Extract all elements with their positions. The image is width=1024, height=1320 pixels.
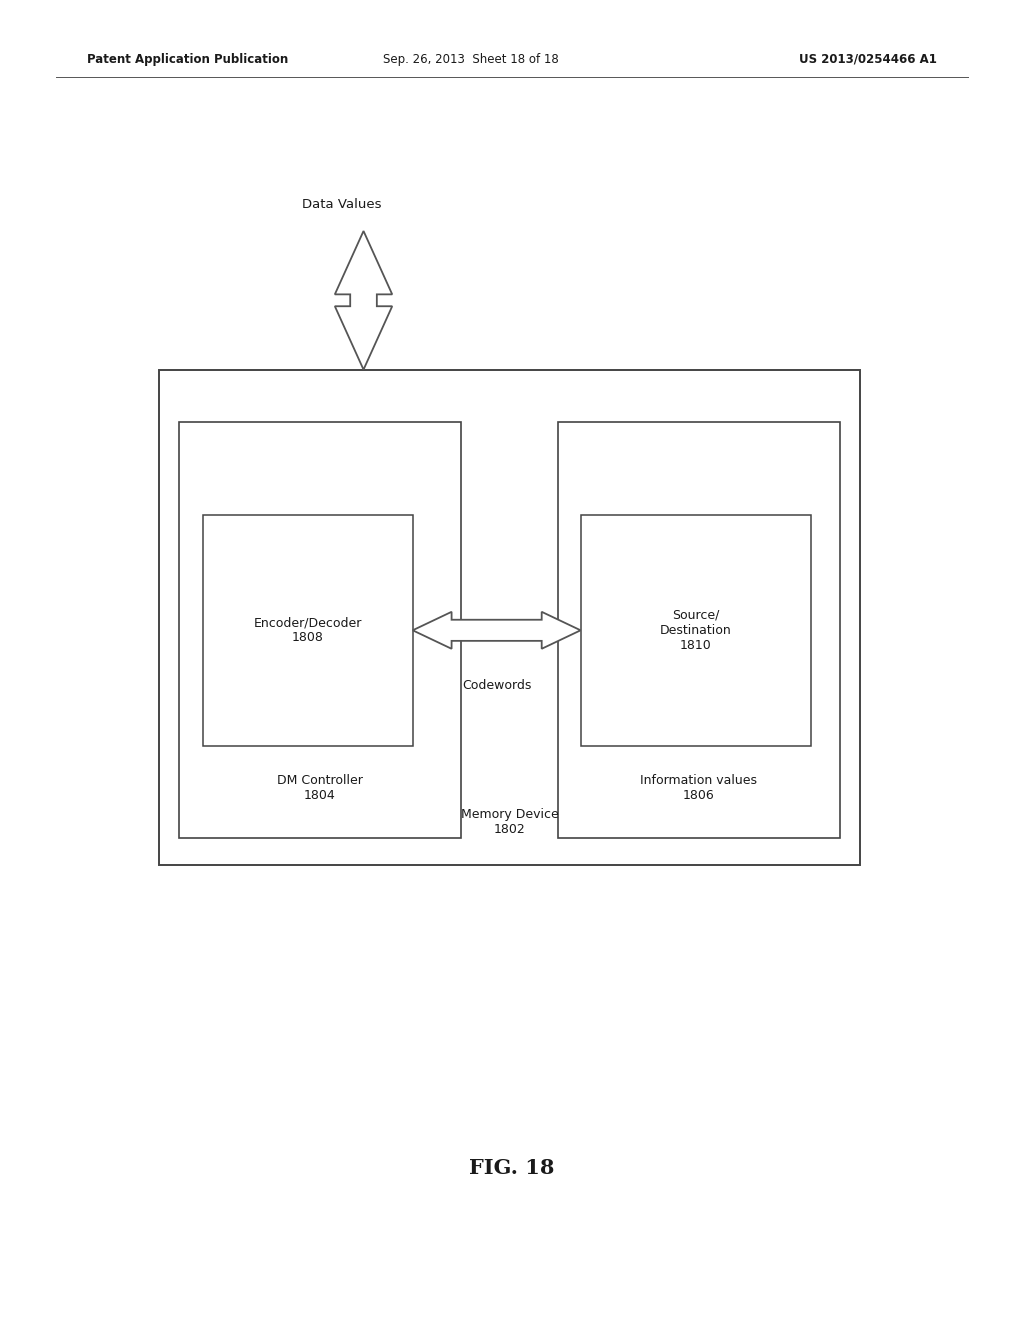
- Text: Sep. 26, 2013  Sheet 18 of 18: Sep. 26, 2013 Sheet 18 of 18: [383, 53, 559, 66]
- Text: Codewords: Codewords: [462, 680, 531, 692]
- Text: Encoder/Decoder
1808: Encoder/Decoder 1808: [254, 616, 361, 644]
- Polygon shape: [335, 231, 392, 370]
- Bar: [558, 422, 840, 838]
- Text: DM Controller
1804: DM Controller 1804: [278, 774, 362, 803]
- Bar: [179, 422, 461, 838]
- Text: Patent Application Publication: Patent Application Publication: [87, 53, 289, 66]
- Text: Memory Device
1802: Memory Device 1802: [461, 808, 558, 837]
- Text: Source/
Destination
1810: Source/ Destination 1810: [659, 609, 732, 652]
- Text: FIG. 18: FIG. 18: [469, 1158, 555, 1179]
- Text: Information values
1806: Information values 1806: [640, 774, 758, 803]
- Polygon shape: [413, 612, 581, 649]
- Bar: [159, 370, 860, 865]
- Bar: [203, 515, 413, 746]
- Text: Data Values: Data Values: [302, 198, 382, 211]
- Bar: [581, 515, 811, 746]
- Text: US 2013/0254466 A1: US 2013/0254466 A1: [799, 53, 937, 66]
